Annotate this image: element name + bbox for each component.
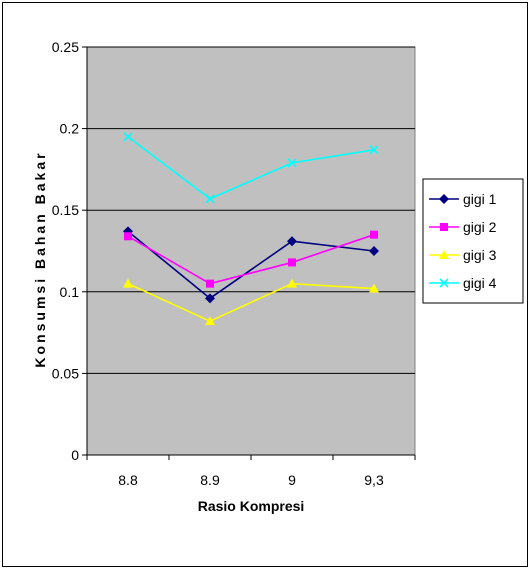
- series-line-3: [127, 282, 375, 323]
- axes: 0 0.05 0.1 0.15 0.2 0.25 8.8 8.9 9 9,3: [52, 39, 416, 488]
- x-tick-label-0: 8.8: [118, 472, 138, 488]
- data-point-s1-2: [287, 236, 297, 247]
- legend-swatch-marker-4: [439, 278, 449, 288]
- legend-item-2: gigi 2: [429, 219, 497, 235]
- y-axis-title: Konsumsi Bahan Bakar: [32, 150, 48, 367]
- legend-swatch-marker-1: [439, 194, 449, 204]
- series-line-4: [127, 136, 375, 200]
- y-tick-label-1: 0.05: [52, 365, 79, 381]
- data-point-s2-0: [124, 232, 132, 241]
- data-point-s4-1: [205, 194, 215, 204]
- y-tick-label-3: 0.15: [52, 202, 79, 218]
- plot-area: [86, 46, 416, 456]
- series-4: [123, 132, 379, 204]
- x-tick-label-1: 8.9: [200, 472, 220, 488]
- legend-label-3: gigi 3: [463, 247, 497, 263]
- series-2: [124, 230, 378, 288]
- data-point-s4-2: [287, 158, 297, 168]
- y-tick-label-0: 0: [71, 447, 79, 463]
- series-3: [123, 278, 379, 326]
- data-point-s2-2: [288, 258, 296, 267]
- data-point-s1-1: [205, 293, 215, 304]
- x-tick-label-3: 9,3: [364, 472, 384, 488]
- y-tick-label-2: 0.1: [60, 284, 80, 300]
- series-line-1: [127, 230, 375, 300]
- y-tick-label-4: 0.2: [60, 121, 80, 137]
- data-point-s4-3: [369, 145, 379, 155]
- y-tick-label-5: 0.25: [52, 39, 79, 55]
- data-point-s3-1: [205, 316, 215, 326]
- data-point-s3-0: [123, 278, 133, 288]
- line-chart: 0 0.05 0.1 0.15 0.2 0.25 8.8 8.9 9 9,3 Rasio Komp…: [32, 39, 524, 514]
- series-line-2: [127, 233, 375, 285]
- series-1: [123, 226, 379, 304]
- series-lines: [123, 132, 379, 326]
- legend: gigi 1 gigi 2 gigi 3 gigi 4: [422, 178, 524, 304]
- legend-swatch-marker-2: [440, 223, 448, 231]
- x-axis-title: Rasio Kompresi: [198, 498, 305, 514]
- data-point-s4-0: [123, 132, 133, 142]
- legend-label-4: gigi 4: [463, 275, 497, 291]
- legend-item-4: gigi 4: [429, 275, 497, 291]
- legend-label-2: gigi 2: [463, 219, 497, 235]
- data-point-s1-3: [369, 246, 379, 256]
- data-point-s2-1: [206, 279, 214, 288]
- legend-label-1: gigi 1: [463, 191, 497, 207]
- data-point-s2-3: [370, 230, 378, 239]
- data-point-s3-3: [369, 283, 379, 293]
- data-point-s3-2: [287, 278, 297, 288]
- legend-item-1: gigi 1: [429, 191, 497, 207]
- chart-frame: 0 0.05 0.1 0.15 0.2 0.25 8.8 8.9 9 9,3 Rasio Komp…: [2, 2, 528, 567]
- grid-lines: [87, 46, 415, 374]
- x-tick-label-2: 9: [288, 472, 296, 488]
- legend-item-3: gigi 3: [429, 247, 497, 263]
- legend-swatch-marker-3: [439, 250, 449, 259]
